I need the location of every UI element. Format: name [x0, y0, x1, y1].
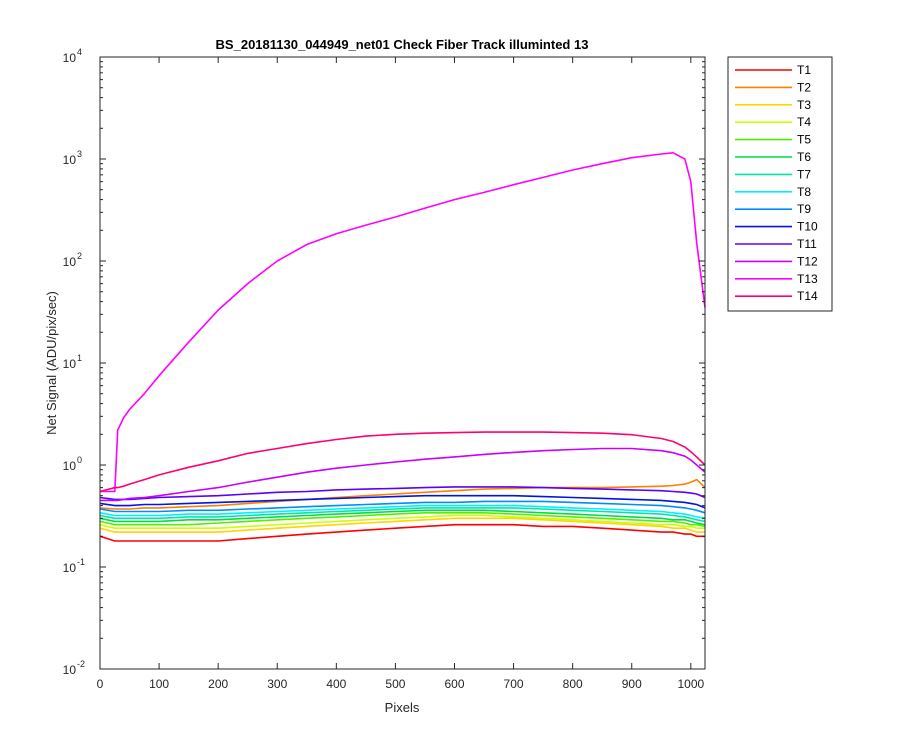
plot-area — [100, 57, 705, 669]
x-tick-label: 300 — [267, 677, 287, 691]
legend-label-t4: T4 — [797, 115, 811, 129]
x-tick-label: 700 — [504, 677, 524, 691]
x-tick-label: 200 — [208, 677, 228, 691]
x-tick-label: 800 — [563, 677, 583, 691]
series-line-t4 — [99, 514, 705, 530]
legend-label-t3: T3 — [797, 98, 811, 112]
y-tick-label: 10 — [63, 561, 77, 575]
legend-label-t7: T7 — [797, 167, 811, 181]
chart-title: BS_20181130_044949_net01 Check Fiber Tra… — [216, 37, 589, 52]
series-line-t10 — [99, 494, 706, 509]
series-line-t7 — [99, 507, 706, 523]
x-tick-label: 400 — [326, 677, 346, 691]
y-tick-exponent: -2 — [77, 659, 85, 669]
series-line-t2 — [99, 478, 706, 510]
legend-label-t2: T2 — [797, 80, 811, 94]
legend-label-t1: T1 — [797, 63, 811, 77]
x-axis: 0 100 200 300 400 500 600 700 800 900 1000 — [97, 57, 704, 691]
legend-label-t13: T13 — [797, 272, 818, 286]
legend-label-t11: T11 — [797, 237, 817, 251]
series-line-t13 — [100, 151, 706, 493]
legend-label-t12: T12 — [797, 254, 818, 268]
x-axis-label: Pixels — [385, 700, 420, 715]
series-line-t6 — [99, 509, 706, 526]
y-tick-exponent: 1 — [77, 353, 82, 363]
y-tick-label: 10 — [63, 663, 77, 677]
x-tick-label: 900 — [622, 677, 642, 691]
x-tick-label: 0 — [97, 677, 104, 691]
y-tick-exponent: 0 — [77, 455, 82, 465]
y-tick-exponent: 4 — [77, 47, 82, 57]
y-tick-label: 10 — [63, 255, 77, 269]
x-tick-label: 100 — [149, 677, 169, 691]
x-tick-label: 600 — [444, 677, 464, 691]
x-tick-label: 1000 — [677, 677, 704, 691]
series-line-t11 — [99, 486, 706, 501]
y-tick-label: 10 — [63, 51, 77, 65]
legend-label-t8: T8 — [797, 185, 811, 199]
legend: T1 T2 T3 T4 T5 T6 T7 T8 T9 T10 T11 T12 T13 T14 — [727, 56, 833, 312]
legend-box — [727, 56, 833, 312]
y-tick-exponent: 2 — [77, 251, 82, 261]
series-line-t9 — [99, 500, 706, 514]
legend-label-t5: T5 — [797, 133, 811, 147]
series-line-t1 — [99, 523, 705, 542]
y-tick-label: 10 — [63, 459, 77, 473]
series-line-t14 — [99, 431, 706, 493]
legend-label-t14: T14 — [797, 289, 818, 303]
y-tick-label: 10 — [63, 357, 77, 371]
y-tick-exponent: -1 — [77, 557, 85, 567]
y-tick-exponent: 3 — [77, 149, 82, 159]
legend-label-t9: T9 — [797, 202, 811, 216]
y-tick-label: 10 — [63, 153, 77, 167]
legend-label-t6: T6 — [797, 150, 811, 164]
y-axis-label: Net Signal (ADU/pix/sec) — [44, 291, 59, 435]
series-line-t8 — [99, 504, 706, 520]
series-line-t3 — [99, 517, 705, 533]
legend-label-t10: T10 — [797, 220, 818, 234]
series-line-t5 — [99, 511, 706, 528]
series-layer — [99, 151, 706, 542]
series-line-t12 — [100, 447, 706, 502]
x-tick-label: 500 — [385, 677, 405, 691]
